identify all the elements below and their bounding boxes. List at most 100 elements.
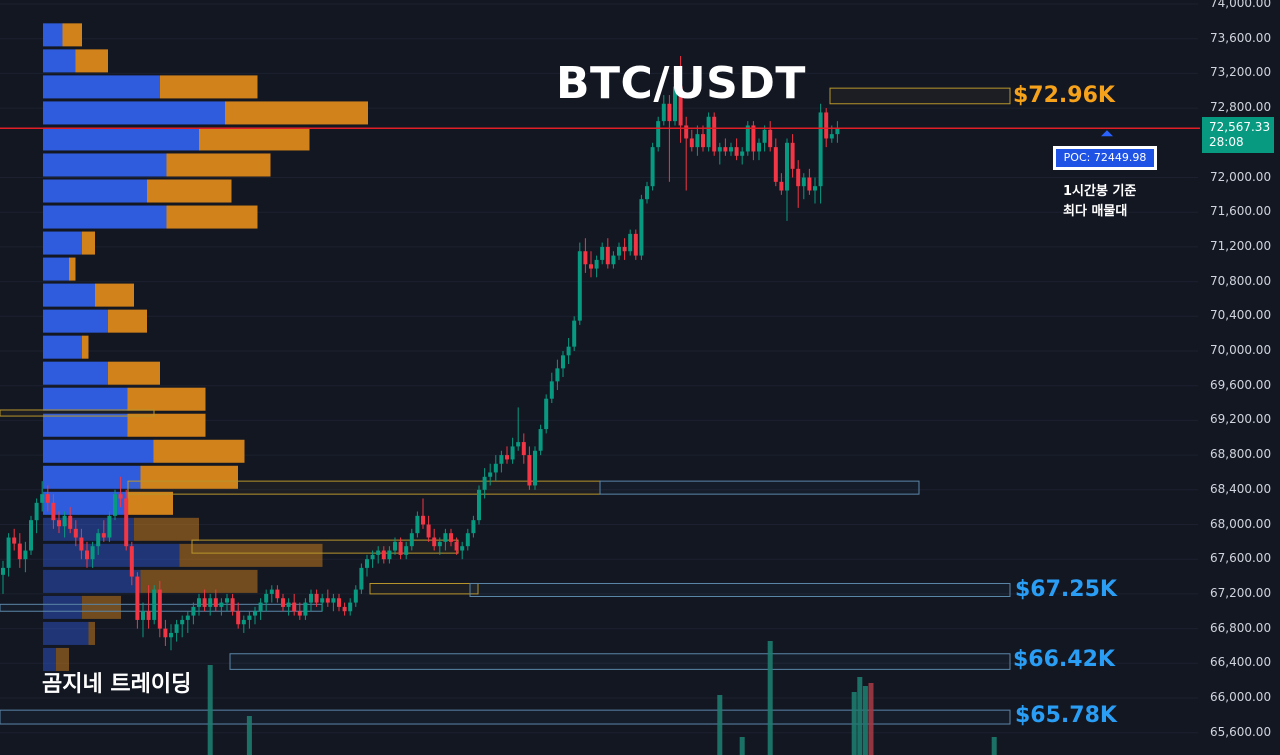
candle-body <box>34 502 39 521</box>
profile-sell-bar <box>166 153 271 177</box>
candle-body <box>449 533 453 542</box>
candle <box>163 619 168 646</box>
candle <box>353 585 358 607</box>
profile-sell-bar <box>62 23 82 47</box>
profile-sell-bar <box>160 75 258 99</box>
candle-body <box>549 381 554 399</box>
candle-body <box>85 550 89 560</box>
candle <box>661 95 666 126</box>
candle <box>673 77 677 126</box>
zone-box <box>0 409 155 417</box>
candle <box>460 541 465 560</box>
candle-body <box>667 103 672 122</box>
watermark-text: 곰지네 트레이딩 <box>42 672 192 697</box>
candle <box>141 602 145 638</box>
profile-buy-bar <box>43 569 141 593</box>
y-tick-label: 67,200.00 <box>1210 585 1272 600</box>
candle-body <box>807 177 812 191</box>
candle-body <box>124 498 129 547</box>
y-tick-label: 66,400.00 <box>1210 655 1272 670</box>
candle-body <box>107 515 112 538</box>
candle-body <box>113 494 117 516</box>
candle <box>527 446 532 490</box>
candle <box>768 121 773 152</box>
candle <box>684 116 689 191</box>
candle <box>594 255 599 278</box>
candle-layer <box>1 56 840 651</box>
candle-body <box>51 502 56 521</box>
volume-bar <box>717 695 723 755</box>
candle-body <box>381 550 386 560</box>
candle-body <box>818 112 823 187</box>
candle <box>689 129 694 152</box>
candle-body <box>600 246 605 260</box>
candle <box>605 238 610 269</box>
candle-body <box>247 615 252 620</box>
candle-body <box>325 598 330 603</box>
candle-body <box>90 546 95 560</box>
candle-body <box>673 86 677 122</box>
y-tick-label: 67,600.00 <box>1210 551 1272 566</box>
candle <box>477 485 481 525</box>
profile-buy-bar <box>43 75 160 99</box>
profile-sell-bar <box>140 465 238 489</box>
candle-body <box>174 624 179 633</box>
candle-body <box>208 598 213 607</box>
profile-sell-bar <box>199 127 310 151</box>
candle-body <box>572 320 577 347</box>
candle-body <box>757 142 761 152</box>
candle <box>292 593 297 616</box>
y-tick-label: 70,800.00 <box>1210 273 1272 288</box>
candle-body <box>790 142 795 169</box>
candle <box>622 238 627 260</box>
profile-sell-bar <box>140 569 258 593</box>
candle <box>398 537 403 560</box>
level-label-66-42k: $66.42K <box>1013 647 1115 672</box>
candle-body <box>695 134 700 148</box>
candle <box>639 194 644 260</box>
candle-body <box>213 598 218 607</box>
candle <box>807 168 812 195</box>
candle-body <box>331 598 336 603</box>
candle <box>409 528 414 551</box>
candle-body <box>729 147 733 152</box>
candle <box>790 134 795 178</box>
volume-bar <box>857 677 863 755</box>
candle <box>717 142 722 165</box>
candle <box>219 598 224 616</box>
candle <box>712 112 717 156</box>
profile-buy-bar <box>43 257 69 281</box>
candle <box>51 494 56 529</box>
candle <box>796 160 801 208</box>
zone-layer <box>0 87 1011 725</box>
profile-buy-bar <box>43 543 180 567</box>
candle <box>303 598 308 620</box>
candle <box>493 455 498 482</box>
candle-body <box>292 602 297 612</box>
candle <box>331 593 336 612</box>
candle <box>101 520 106 542</box>
profile-buy-bar <box>43 491 128 515</box>
profile-buy-bar <box>43 465 141 489</box>
candle-body <box>583 251 588 265</box>
profile-sell-bar <box>95 283 134 307</box>
zone-box <box>469 582 1011 598</box>
candle-body <box>141 611 145 620</box>
y-tick-label: 68,000.00 <box>1210 516 1272 531</box>
candle <box>365 554 369 577</box>
candle <box>667 95 672 182</box>
candle-body <box>835 128 840 135</box>
profile-buy-bar <box>43 101 225 125</box>
candle-body <box>152 589 157 620</box>
candle <box>583 238 588 273</box>
candle <box>454 537 459 555</box>
candle-body <box>768 129 773 148</box>
candle-body <box>773 147 778 182</box>
candle <box>264 589 269 612</box>
candle-body <box>309 593 313 603</box>
candle-body <box>701 134 705 148</box>
candle-body <box>521 442 526 456</box>
candle <box>415 511 420 538</box>
profile-buy-bar <box>43 647 56 671</box>
y-tick-label: 74,000.00 <box>1210 0 1272 10</box>
